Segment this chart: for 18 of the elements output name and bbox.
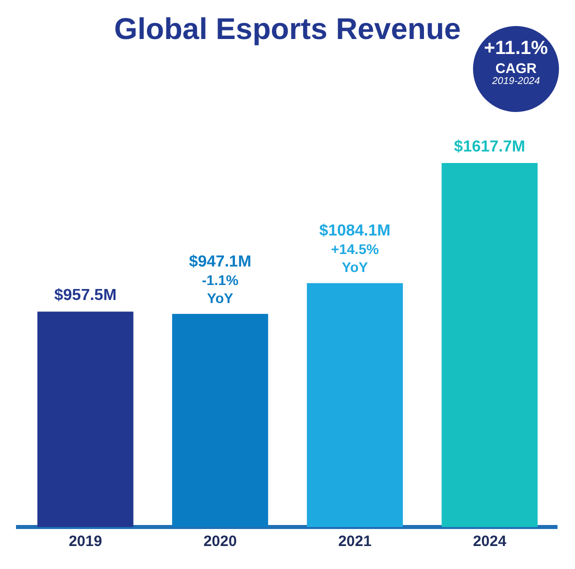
data-label: $1084.1M: [319, 222, 390, 240]
data-label: $957.5M: [54, 286, 117, 304]
bar: [172, 314, 268, 527]
chart-title: Global Esports Revenue: [114, 13, 461, 46]
text: 2019-2024: [491, 76, 541, 87]
text: +11.1%: [483, 38, 549, 60]
bar: [37, 312, 134, 527]
x-tick-label: 2019: [68, 533, 102, 550]
x-tick-label: 2020: [203, 533, 237, 550]
data-label: $1617.7M: [454, 138, 526, 156]
bar: [306, 283, 403, 527]
annotation: +14.5% YoY: [330, 240, 380, 275]
bar: [442, 163, 538, 527]
data-label: $947.1M: [188, 253, 252, 270]
x-tick-label: 2021: [338, 533, 372, 550]
annotation: -1.1% YoY: [202, 272, 239, 306]
x-tick-label: 2024: [472, 533, 507, 550]
text: CAGR: [494, 60, 538, 76]
